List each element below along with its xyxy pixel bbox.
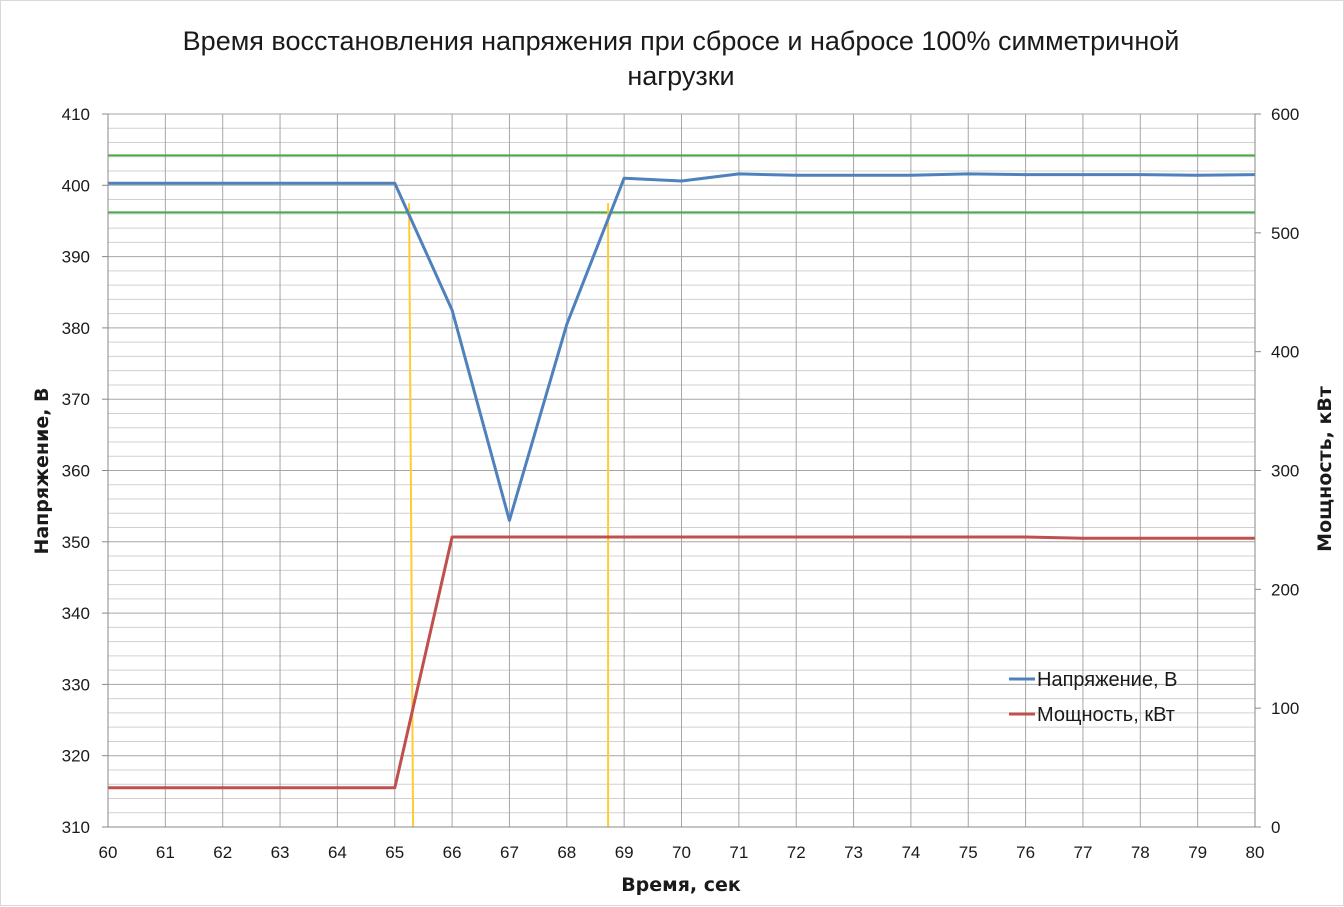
- x-tick-label: 76: [1016, 843, 1035, 862]
- x-tick-label: 72: [787, 843, 806, 862]
- reference-lines: [108, 154, 1255, 828]
- y-left-tick-label: 380: [62, 319, 90, 338]
- y-left-tick-label: 350: [62, 533, 90, 552]
- x-tick-label: 64: [328, 843, 347, 862]
- y-left-tick-label: 370: [62, 390, 90, 409]
- y-left-tick-label: 410: [62, 105, 90, 124]
- x-tick-label: 75: [959, 843, 978, 862]
- y-left-tick-label: 340: [62, 604, 90, 623]
- x-tick-label: 73: [844, 843, 863, 862]
- x-tick-label: 70: [672, 843, 691, 862]
- axes: [102, 113, 1261, 828]
- x-tick-label: 79: [1188, 843, 1207, 862]
- x-tick-label: 77: [1073, 843, 1092, 862]
- x-tick-label: 78: [1131, 843, 1150, 862]
- y-right-tick-label: 500: [1271, 224, 1299, 243]
- x-tick-label: 67: [500, 843, 519, 862]
- series: [108, 172, 1256, 790]
- y-right-tick-label: 300: [1271, 462, 1299, 481]
- legend-label-power: Мощность, кВт: [1037, 704, 1175, 726]
- x-tick-label: 69: [615, 843, 634, 862]
- legend-label-voltage: Напряжение, В: [1037, 669, 1177, 691]
- x-tick-label: 63: [271, 843, 290, 862]
- x-tick-label: 74: [901, 843, 920, 862]
- y-left-tick-label: 320: [62, 747, 90, 766]
- y-left-tick-label: 390: [62, 248, 90, 267]
- y-right-tick-label: 600: [1271, 105, 1299, 124]
- y-right-tick-label: 100: [1271, 699, 1299, 718]
- y-left-tick-label: 400: [62, 176, 90, 195]
- y-axis-left-label: Напряжение, В: [31, 387, 53, 554]
- x-tick-label: 62: [213, 843, 232, 862]
- y-right-tick-label: 0: [1271, 818, 1280, 837]
- series-line-power: [108, 535, 1255, 790]
- chart-title-line1: Время восстановления напряжения при сбро…: [183, 26, 1180, 56]
- y-right-tick-label: 200: [1271, 580, 1299, 599]
- x-tick-label: 60: [99, 843, 118, 862]
- y-left-tick-label: 360: [62, 462, 90, 481]
- time-marker-line: [408, 203, 415, 828]
- y-left-tick-label: 330: [62, 675, 90, 694]
- tick-labels: 60 61 62 63 64 65 66 67 68 69 70 71 72 73 74 75 76 77 78 79…: [62, 105, 1300, 862]
- chart-title-line2: нагрузки: [627, 61, 734, 91]
- y-right-tick-label: 400: [1271, 343, 1299, 362]
- y-axis-right-label: Мощность, кВт: [1314, 386, 1336, 552]
- x-tick-label: 68: [557, 843, 576, 862]
- x-tick-label: 66: [443, 843, 462, 862]
- grid: [107, 113, 1256, 828]
- legend: Напряжение, В Мощность, кВт: [1009, 669, 1177, 726]
- x-tick-label: 80: [1246, 843, 1265, 862]
- series-line-voltage: [108, 172, 1256, 522]
- x-axis-label: Время, сек: [621, 874, 741, 896]
- x-tick-label: 71: [729, 843, 748, 862]
- x-tick-label: 65: [385, 843, 404, 862]
- y-left-tick-label: 310: [62, 818, 90, 837]
- x-tick-label: 61: [156, 843, 175, 862]
